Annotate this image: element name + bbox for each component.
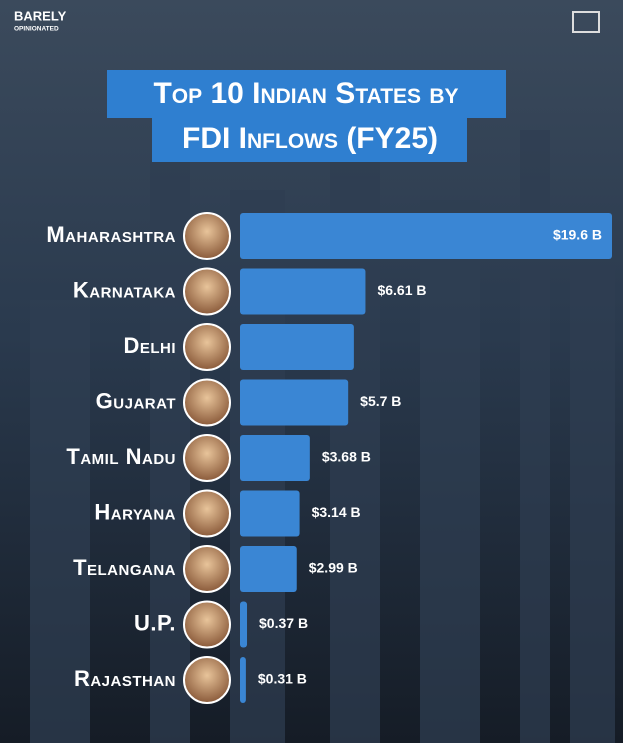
category-label: Haryana [94, 499, 176, 524]
category-label: Rajasthan [74, 666, 176, 691]
bar [240, 324, 354, 370]
title-box [152, 116, 467, 162]
state-icon [183, 545, 231, 593]
bar [240, 379, 349, 426]
category-label: Gujarat [96, 388, 176, 413]
state-icon [183, 323, 231, 371]
category-label: Tamil Nadu [66, 444, 176, 469]
state-icon [183, 434, 231, 482]
bar [240, 657, 246, 703]
bar [240, 268, 366, 315]
state-icon [183, 267, 231, 316]
category-label: Karnataka [73, 277, 176, 302]
chart-title: Top 10 Indian States by [153, 77, 458, 110]
state-icon [183, 489, 231, 538]
logo-subtext: OPINIONATED [14, 26, 59, 33]
value-label: $0.31 B [258, 671, 307, 687]
value-label: $3.68 B [322, 449, 371, 465]
category-label: U.P. [134, 610, 176, 635]
category-label: Telangana [73, 555, 176, 580]
state-icon [183, 378, 231, 427]
category-label: Maharashtra [46, 222, 176, 247]
value-label: $6.61 B [377, 282, 426, 298]
category-label: Delhi [123, 333, 176, 358]
state-icon [183, 600, 231, 649]
bar [240, 601, 248, 648]
chart-title: FDI Inflows (FY25) [182, 122, 438, 155]
logo-icon [572, 11, 600, 33]
value-label: $19.6 B [553, 227, 602, 243]
value-label: $2.99 B [309, 560, 358, 576]
value-label: $0.37 B [259, 615, 308, 631]
title-box [107, 70, 506, 118]
value-label: $3.14 B [312, 504, 361, 520]
bar [240, 490, 300, 537]
logo-text: BARELY [14, 8, 67, 23]
bar [240, 435, 310, 481]
state-icon [183, 656, 231, 704]
bar [240, 213, 612, 259]
state-icon [183, 212, 231, 260]
bar [240, 546, 297, 592]
value-label: $5.7 B [360, 393, 401, 409]
plot-area: Maharashtra $19.6 B Karnataka $6.61 B Delhi G… [46, 212, 612, 704]
